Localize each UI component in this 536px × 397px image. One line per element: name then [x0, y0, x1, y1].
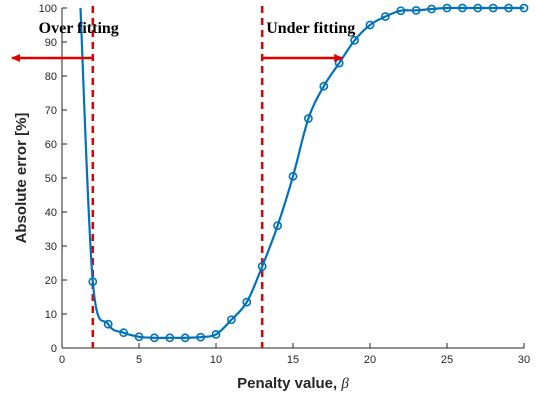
x-tick-label: 15 — [287, 354, 299, 366]
threshold-lines — [91, 6, 264, 348]
data-point — [411, 5, 421, 15]
data-point — [303, 114, 313, 123]
data-point — [365, 20, 375, 30]
data-point — [242, 297, 252, 307]
data-point — [442, 3, 452, 13]
axes: 0 5 10 15 20 25 30 0 10 20 30 40 50 60 70 80 90 100 — [39, 3, 530, 366]
x-tick-label: 30 — [518, 354, 530, 366]
y-tick-label: 50 — [45, 173, 57, 185]
data-point — [226, 315, 236, 325]
data-point — [288, 171, 298, 181]
x-tick-label: 25 — [441, 354, 453, 366]
data-point — [519, 3, 529, 13]
data-point — [396, 6, 406, 16]
y-axis-label: Absolute error [%] — [13, 113, 30, 244]
y-tick-label: 20 — [45, 275, 57, 287]
data-point — [196, 332, 205, 342]
data-point — [257, 261, 267, 271]
data-point — [211, 329, 221, 339]
data-point — [473, 3, 483, 13]
y-tick-label: 30 — [45, 241, 57, 253]
data-point — [427, 4, 436, 14]
data-point — [504, 3, 513, 13]
y-tick-label: 100 — [39, 3, 57, 15]
data-point — [149, 333, 159, 343]
y-tick-label: 60 — [45, 139, 57, 151]
x-tick-label: 0 — [59, 354, 65, 366]
series — [79, 3, 529, 343]
x-tick-label: 20 — [364, 354, 376, 366]
y-tick-label: 0 — [51, 343, 57, 355]
data-point — [180, 333, 190, 343]
x-tick-label: 5 — [136, 354, 142, 366]
x-axis-label-text: Penalty value, — [237, 375, 341, 392]
annotation-label-1: Over fitting — [39, 20, 119, 37]
annotations: Over fitting Under fitting — [11, 20, 355, 62]
x-axis-label: Penalty value, β — [237, 375, 349, 392]
series-line — [79, 6, 524, 339]
annotation-label-2: Under fitting — [266, 20, 355, 37]
data-point — [350, 35, 359, 45]
data-point — [319, 81, 329, 91]
data-point — [488, 3, 498, 13]
y-tick-label: 10 — [45, 309, 57, 321]
data-point — [134, 332, 144, 342]
x-axis-label-symbol: β — [340, 376, 349, 392]
y-tick-label: 70 — [45, 105, 57, 117]
y-tick-label: 90 — [45, 37, 57, 49]
y-tick-label: 40 — [45, 207, 57, 219]
x-tick-label: 10 — [210, 354, 222, 366]
data-point — [457, 3, 467, 13]
data-point — [119, 328, 128, 338]
y-tick-label: 80 — [45, 71, 57, 83]
data-point — [103, 319, 113, 329]
data-point — [165, 333, 175, 343]
y-ticks: 0 10 20 30 40 50 60 70 80 90 100 — [39, 3, 67, 355]
data-point — [88, 277, 98, 287]
x-ticks: 0 5 10 15 20 25 30 — [59, 343, 530, 366]
data-point — [380, 12, 390, 21]
data-point — [273, 221, 282, 230]
